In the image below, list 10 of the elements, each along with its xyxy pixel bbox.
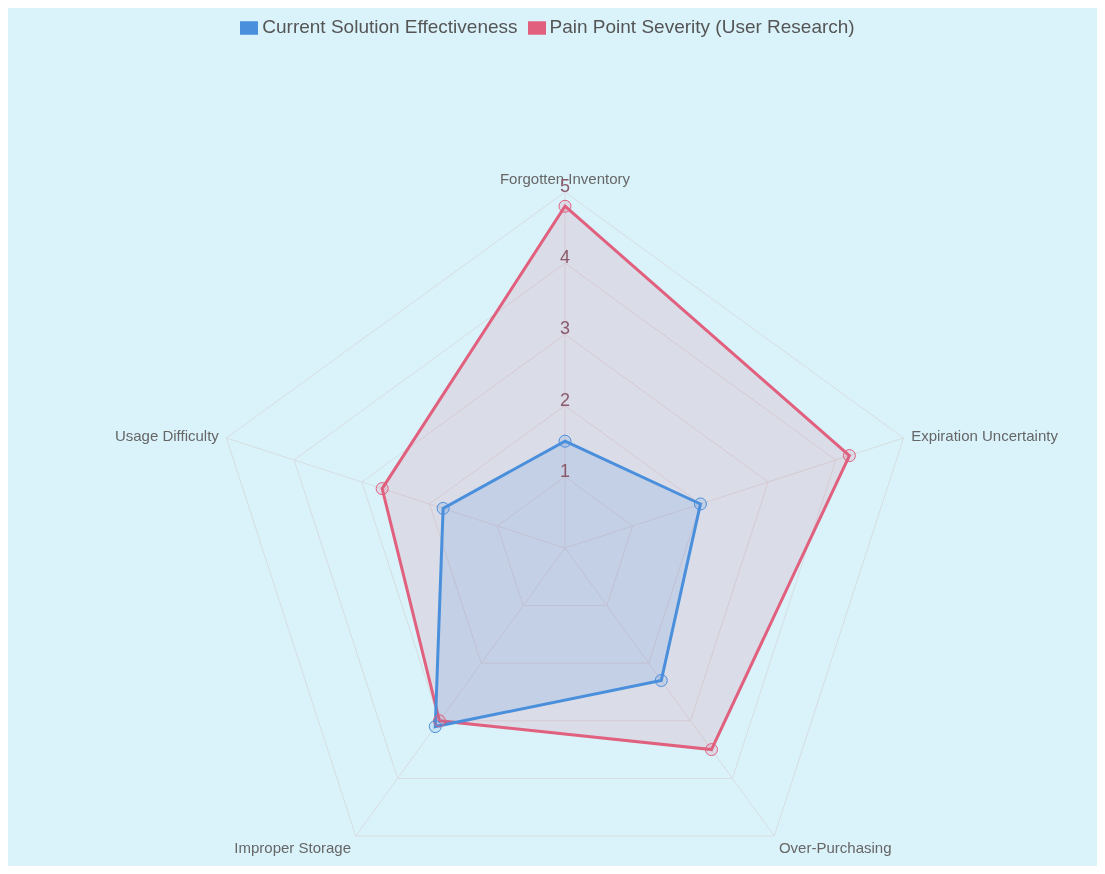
spoke-label: Improper Storage	[234, 839, 352, 857]
legend-label: Current Solution Effectiveness	[262, 16, 518, 37]
spoke-label: Over-Purchasing	[778, 839, 892, 857]
y-tick-label: 1	[559, 460, 571, 481]
y-tick-label: 4	[559, 247, 571, 268]
y-tick-label: 2	[559, 389, 571, 410]
spoke-label: Usage Difficulty	[114, 426, 220, 444]
spoke-label: Expiration Uncertainty	[911, 426, 1059, 444]
y-tick-label: 3	[559, 318, 571, 339]
legend-label: Pain Point Severity (User Research)	[549, 16, 855, 37]
